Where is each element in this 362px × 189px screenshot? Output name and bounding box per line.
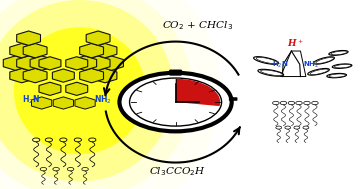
Ellipse shape [332, 64, 352, 68]
Polygon shape [10, 68, 34, 83]
Polygon shape [93, 43, 117, 58]
Ellipse shape [310, 69, 328, 74]
Text: NH$_2$: NH$_2$ [303, 60, 320, 70]
Polygon shape [23, 68, 47, 83]
Ellipse shape [308, 68, 329, 75]
Polygon shape [23, 43, 47, 58]
Ellipse shape [0, 0, 174, 181]
Polygon shape [17, 31, 41, 45]
Text: Cl$_3$CCO$_2$H: Cl$_3$CCO$_2$H [149, 166, 206, 178]
Wedge shape [176, 79, 220, 106]
Polygon shape [75, 97, 95, 109]
Polygon shape [86, 31, 110, 45]
Ellipse shape [0, 0, 221, 189]
Polygon shape [86, 56, 110, 70]
Circle shape [119, 73, 232, 131]
Polygon shape [80, 43, 104, 58]
Polygon shape [73, 56, 97, 70]
Ellipse shape [316, 57, 333, 64]
Ellipse shape [329, 74, 346, 77]
Polygon shape [100, 56, 123, 70]
Ellipse shape [0, 0, 193, 189]
Text: NH$_2$: NH$_2$ [94, 94, 112, 106]
Polygon shape [66, 82, 88, 95]
Polygon shape [31, 97, 52, 109]
FancyBboxPatch shape [169, 70, 182, 75]
Circle shape [130, 78, 222, 126]
Ellipse shape [256, 57, 277, 64]
Polygon shape [39, 57, 61, 70]
Ellipse shape [313, 57, 334, 64]
Text: H$^+$: H$^+$ [287, 38, 303, 49]
Ellipse shape [14, 27, 146, 154]
Ellipse shape [261, 70, 282, 76]
Polygon shape [17, 56, 41, 70]
Polygon shape [281, 51, 306, 77]
Text: H$_2$N: H$_2$N [272, 60, 289, 70]
Ellipse shape [331, 51, 348, 55]
Polygon shape [93, 68, 117, 83]
FancyBboxPatch shape [229, 98, 237, 101]
Ellipse shape [258, 69, 284, 76]
Polygon shape [3, 56, 27, 70]
Text: H$_2$N: H$_2$N [22, 94, 40, 106]
Ellipse shape [334, 64, 351, 68]
Polygon shape [39, 82, 61, 95]
Polygon shape [53, 97, 73, 109]
Ellipse shape [327, 73, 346, 78]
Polygon shape [66, 57, 88, 70]
Polygon shape [80, 68, 104, 83]
Polygon shape [52, 69, 74, 82]
Ellipse shape [254, 57, 278, 64]
Polygon shape [10, 43, 34, 58]
Ellipse shape [329, 50, 348, 55]
Text: CO$_2$ + CHCl$_3$: CO$_2$ + CHCl$_3$ [162, 19, 233, 32]
Polygon shape [30, 56, 54, 70]
